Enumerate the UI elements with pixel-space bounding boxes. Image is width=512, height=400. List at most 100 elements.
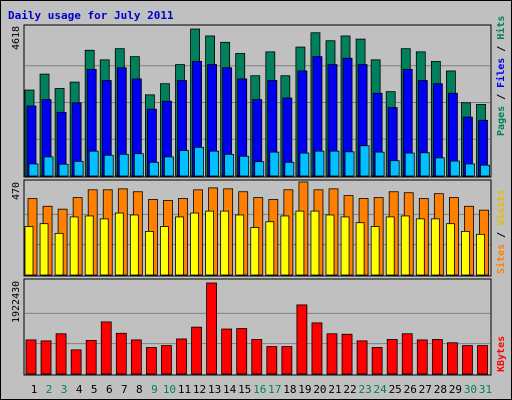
- kbytes-bar: [206, 282, 218, 375]
- day-label: 3: [61, 383, 68, 396]
- kbytes-bar: [401, 333, 413, 375]
- visits-bar: [129, 214, 139, 276]
- visits-bar: [355, 222, 365, 276]
- kbytes-bar: [281, 346, 293, 375]
- kbytes-bar: [70, 349, 82, 375]
- kbytes-bar: [100, 321, 112, 375]
- kbytes-bar: [462, 345, 473, 375]
- visits-bar: [430, 218, 440, 276]
- x-axis-labels: 1 2 3 4 5 6 7 8 9 10 11 12 13 14 15 16 17 18 19 20 21 22 23 24 2…: [31, 383, 492, 396]
- kbytes-bar: [431, 339, 443, 375]
- day-label: 30: [464, 383, 477, 396]
- legend-kbytes: KBytes: [496, 336, 507, 372]
- visits-bar: [280, 215, 290, 276]
- day-label: 1: [31, 383, 38, 396]
- pages-bar: [344, 151, 355, 177]
- pages-bar: [269, 151, 280, 177]
- hits-panel-legend: Pages / Files / Hits: [495, 16, 507, 136]
- kbytes-bar: [446, 342, 458, 375]
- visits-bar: [415, 218, 425, 276]
- kbytes-bar: [236, 328, 248, 375]
- visits-bar: [144, 231, 154, 276]
- sites-panel-legend: Sites / Visits: [495, 190, 507, 274]
- bars-layer: [24, 28, 490, 375]
- pages-bar: [28, 163, 39, 177]
- day-label: 23: [358, 383, 371, 396]
- kbytes-bar: [130, 339, 142, 375]
- legend-pages: Pages: [496, 106, 507, 136]
- visits-bar: [445, 223, 455, 276]
- pages-bar: [329, 150, 340, 177]
- kbytes-bar: [221, 328, 233, 375]
- visits-bar: [39, 223, 49, 276]
- day-label: 8: [136, 383, 143, 396]
- day-label: 7: [121, 383, 128, 396]
- visits-bar: [385, 216, 395, 276]
- kbytes-bar: [161, 345, 172, 375]
- kbytes-bar: [356, 340, 368, 375]
- kbytes-bar: [311, 322, 323, 375]
- legend-sep-3: /: [496, 226, 507, 244]
- visits-bar: [84, 215, 94, 276]
- day-label: 20: [313, 383, 326, 396]
- day-label: 9: [151, 383, 158, 396]
- pages-bar: [359, 145, 370, 177]
- kbytes-bar: [251, 339, 263, 375]
- pages-bar: [179, 150, 189, 177]
- visits-bar: [54, 232, 64, 276]
- pages-bar: [419, 152, 430, 177]
- day-label: 22: [343, 383, 356, 396]
- legend-sep-1: /: [496, 88, 507, 106]
- day-label: 12: [193, 383, 206, 396]
- day-label: 19: [298, 383, 311, 396]
- sites-ymax-label: 470: [11, 182, 22, 200]
- visits-bar: [235, 214, 245, 276]
- pages-bar: [133, 153, 144, 177]
- pages-bar: [209, 150, 220, 177]
- legend-hits: Hits: [495, 16, 507, 40]
- day-label: 16: [253, 383, 266, 396]
- day-label: 28: [434, 383, 447, 396]
- kbytes-ymax-label: 1922430: [11, 281, 22, 323]
- pages-bar: [449, 160, 460, 177]
- pages-bar: [314, 150, 325, 177]
- pages-bar: [194, 146, 204, 177]
- visits-bar: [310, 210, 320, 276]
- kbytes-bar: [371, 347, 383, 375]
- day-label: 2: [46, 383, 53, 396]
- pages-bar: [224, 153, 235, 177]
- pages-bar: [43, 156, 54, 177]
- kbytes-bar: [176, 338, 187, 375]
- kbytes-bar: [326, 333, 338, 375]
- kbytes-bar: [40, 340, 52, 375]
- legend-visits: Visits: [495, 190, 507, 226]
- visits-bar: [250, 227, 260, 276]
- day-label: 6: [106, 383, 113, 396]
- pages-bar: [284, 161, 295, 177]
- pages-bar: [58, 163, 69, 177]
- legend-files: Files: [495, 58, 507, 88]
- visits-bar: [340, 216, 350, 276]
- kbytes-bar: [477, 345, 488, 375]
- hits-ymax-label: 4618: [11, 26, 22, 50]
- visits-bar: [99, 218, 109, 276]
- kbytes-bar: [55, 333, 67, 375]
- visits-bar: [175, 216, 184, 276]
- visits-bar: [205, 210, 215, 276]
- pages-bar: [299, 152, 310, 177]
- day-label: 14: [223, 383, 237, 396]
- kbytes-bar: [266, 346, 278, 375]
- legend-sep-2: /: [496, 40, 507, 58]
- pages-bar: [465, 163, 475, 177]
- pages-bar: [148, 161, 159, 177]
- pages-bar: [434, 157, 445, 177]
- visits-bar: [190, 212, 199, 276]
- visits-bar: [265, 221, 275, 276]
- day-label: 17: [268, 383, 281, 396]
- day-label: 29: [449, 383, 462, 396]
- pages-bar: [164, 156, 174, 177]
- day-label: 31: [479, 383, 492, 396]
- visits-bar: [400, 215, 410, 276]
- kbytes-bar: [341, 333, 353, 375]
